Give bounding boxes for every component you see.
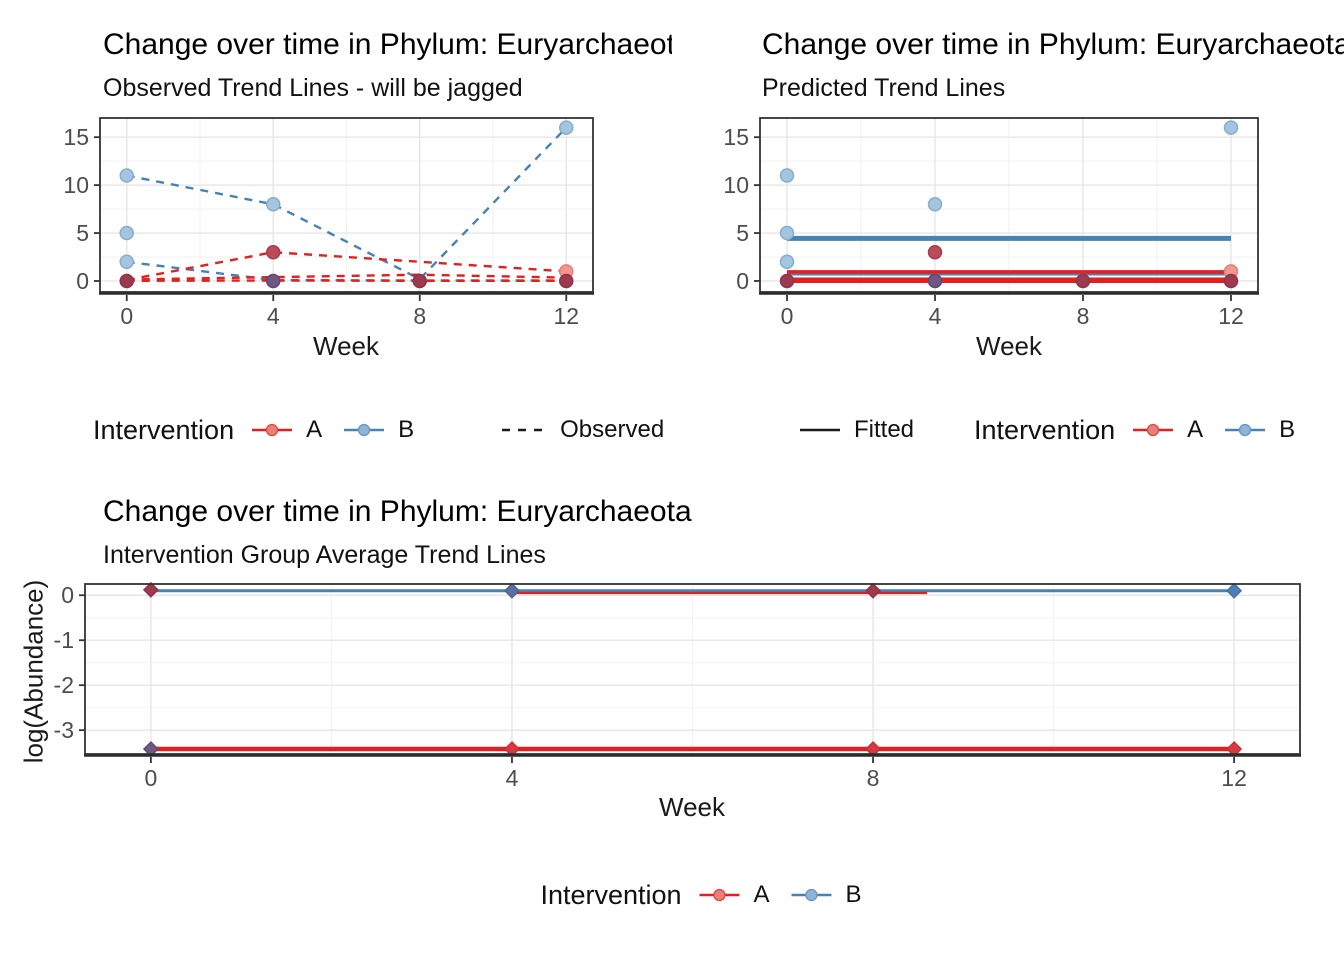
- average-legend-label-a: A: [753, 881, 770, 908]
- legend-key-b-icon: [1225, 423, 1266, 437]
- predicted-chart: Change over time in Phylum: Euryarchaeot…: [672, 0, 1344, 392]
- svg-text:0: 0: [61, 582, 74, 608]
- average-chart-title: Change over time in Phylum: Euryarchaeot…: [103, 495, 692, 528]
- observed-legend-label-observed: Observed: [560, 416, 665, 443]
- svg-text:-3: -3: [54, 717, 74, 743]
- svg-text:0: 0: [120, 303, 133, 329]
- svg-text:8: 8: [413, 303, 426, 329]
- svg-text:15: 15: [63, 124, 89, 150]
- predicted-chart-title: Change over time in Phylum: Euryarchaeot…: [762, 28, 1344, 61]
- average-legend-title: Intervention: [540, 879, 682, 910]
- observed-legend: Intervention A B Observed: [93, 407, 686, 453]
- average-chart-plot: 0 4 8 12 0 -1 -2 -3: [54, 581, 1301, 791]
- legend-key-b-icon: [344, 423, 385, 437]
- predicted-chart-plot: 0 4 8 12 0 5 10 15: [723, 117, 1259, 329]
- predicted-legend-label-fitted: Fitted: [854, 416, 915, 443]
- legend-key-b-icon: [791, 888, 832, 902]
- legend-key-observed-icon: [502, 428, 547, 432]
- svg-text:0: 0: [736, 268, 749, 294]
- observed-chart-plot: 0 4 8 12 0 5 10 15: [63, 117, 594, 329]
- predicted-legend-label-b: B: [1279, 416, 1296, 443]
- predicted-legend: Fitted Intervention A B: [800, 407, 1317, 453]
- legend-key-fitted-icon: [800, 428, 840, 432]
- svg-text:5: 5: [76, 220, 89, 246]
- average-chart-subtitle: Intervention Group Average Trend Lines: [103, 541, 546, 569]
- svg-text:0: 0: [76, 268, 89, 294]
- svg-text:0: 0: [144, 765, 157, 791]
- legend-key-a-icon: [252, 423, 293, 437]
- predicted-x-axis-title: Week: [976, 331, 1042, 361]
- predicted-legend-label-a: A: [1187, 416, 1204, 443]
- observed-chart: Change over time in Phylum: Euryarchaeot…: [0, 0, 672, 392]
- svg-text:8: 8: [1077, 303, 1090, 329]
- svg-text:10: 10: [63, 172, 89, 198]
- svg-text:4: 4: [929, 303, 942, 329]
- svg-text:5: 5: [736, 220, 749, 246]
- observed-legend-label-b: B: [398, 416, 415, 443]
- observed-legend-label-a: A: [306, 416, 323, 443]
- svg-text:15: 15: [723, 124, 749, 150]
- legend-key-a-icon: [1133, 423, 1174, 437]
- observed-chart-subtitle: Observed Trend Lines - will be jagged: [103, 74, 523, 102]
- svg-text:-1: -1: [54, 627, 74, 653]
- svg-text:10: 10: [723, 172, 749, 198]
- svg-text:4: 4: [267, 303, 280, 329]
- svg-text:4: 4: [506, 765, 519, 791]
- predicted-legend-title: Intervention: [974, 414, 1116, 445]
- observed-legend-title: Intervention: [93, 414, 235, 445]
- svg-text:8: 8: [867, 765, 880, 791]
- average-legend-label-b: B: [845, 881, 862, 908]
- svg-text:12: 12: [1221, 765, 1247, 791]
- svg-text:12: 12: [1218, 303, 1244, 329]
- legend-key-a-icon: [699, 888, 740, 902]
- average-x-axis-title: Week: [659, 792, 725, 822]
- observed-x-axis-title: Week: [313, 331, 379, 361]
- svg-text:12: 12: [553, 303, 579, 329]
- svg-text:0: 0: [781, 303, 794, 329]
- average-chart: Change over time in Phylum: Euryarchaeot…: [0, 480, 1344, 850]
- predicted-chart-subtitle: Predicted Trend Lines: [762, 74, 1006, 102]
- observed-chart-title: Change over time in Phylum: Euryarchaeot…: [103, 28, 672, 61]
- svg-text:-2: -2: [54, 672, 74, 698]
- average-y-axis-title: log(Abundance): [18, 579, 49, 764]
- average-legend: Intervention A B: [540, 872, 883, 918]
